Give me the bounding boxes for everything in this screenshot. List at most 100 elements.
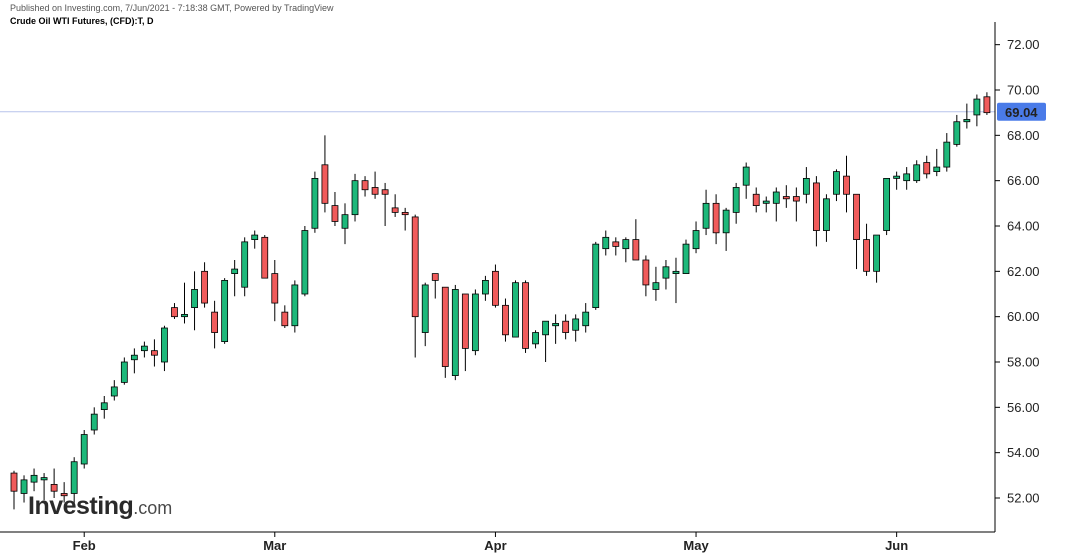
x-tick-label: May xyxy=(683,538,709,553)
x-tick-label: Mar xyxy=(263,538,286,553)
candle xyxy=(251,230,259,249)
candle-body-up xyxy=(140,345,148,352)
candle-body-down xyxy=(983,96,991,114)
candle xyxy=(391,194,399,217)
candle-body-up xyxy=(341,214,349,229)
candle-body-up xyxy=(80,434,88,465)
candle xyxy=(552,314,560,344)
candle xyxy=(823,194,830,242)
candle xyxy=(341,203,349,245)
candle-body-up xyxy=(471,293,479,352)
candle xyxy=(873,234,880,283)
candle-body-up xyxy=(241,241,249,288)
candle xyxy=(622,237,630,263)
candle xyxy=(732,182,740,224)
candle-body-up xyxy=(732,187,740,213)
candle-body-up xyxy=(903,173,911,182)
candle xyxy=(742,162,750,199)
candle xyxy=(903,167,911,190)
candle-body-up xyxy=(742,166,750,186)
candle xyxy=(130,348,138,374)
candle-body-down xyxy=(853,193,860,240)
y-tick-label: 54.00 xyxy=(1007,445,1040,460)
candle xyxy=(331,192,339,226)
y-axis-ticks: 72.00 70.00 68.00 66.00 64.00 62.00 60.00 58.00… xyxy=(995,37,1040,506)
candle-body-up xyxy=(311,177,319,229)
candle-body-down xyxy=(752,193,760,206)
candle-body-up xyxy=(883,177,891,231)
candle-body-down xyxy=(261,236,269,279)
candle-body-up xyxy=(351,180,359,216)
candle xyxy=(512,280,519,338)
candle xyxy=(60,482,68,503)
candle-body-up xyxy=(893,175,901,179)
x-tick-label: Feb xyxy=(73,538,96,553)
candle-body-up xyxy=(552,323,560,327)
y-tick-label: 70.00 xyxy=(1007,83,1040,98)
candle xyxy=(712,194,720,245)
candle-body-down xyxy=(843,175,850,195)
candle xyxy=(411,214,419,358)
candle-body-up xyxy=(672,270,680,275)
candle xyxy=(40,473,48,501)
y-tick-label: 56.00 xyxy=(1007,400,1040,415)
candle-body-up xyxy=(692,230,700,250)
candle xyxy=(201,262,208,308)
candle-body-up xyxy=(933,166,941,172)
candle xyxy=(923,155,931,179)
candle-body-up xyxy=(191,289,198,309)
candle xyxy=(231,260,239,297)
candle-body-down xyxy=(441,286,449,367)
candle xyxy=(471,289,479,356)
candle-body-up xyxy=(251,234,259,240)
candle xyxy=(853,193,860,270)
y-tick-label: 62.00 xyxy=(1007,264,1040,279)
candle xyxy=(181,282,188,324)
candle xyxy=(963,103,971,129)
candle-body-up xyxy=(110,386,118,397)
candle xyxy=(30,468,38,492)
candle xyxy=(973,94,981,127)
candle-body-up xyxy=(823,198,830,231)
candle xyxy=(612,237,620,256)
candle xyxy=(311,171,319,233)
candle-body-down xyxy=(813,182,820,231)
candle-body-up xyxy=(572,318,580,331)
candle xyxy=(702,189,710,236)
candle-body-up xyxy=(873,234,880,272)
candle xyxy=(542,320,549,362)
candle-body-down xyxy=(923,162,931,175)
candle xyxy=(451,284,459,381)
candle-body-up xyxy=(40,477,48,481)
candle-body-up xyxy=(542,320,549,336)
candle-body-up xyxy=(512,282,519,338)
candle-body-up xyxy=(762,200,770,204)
candle xyxy=(50,468,58,498)
candle-body-down xyxy=(782,196,790,200)
candle-body-up xyxy=(662,266,670,279)
candle xyxy=(441,286,449,378)
candle-body-down xyxy=(401,211,409,216)
y-tick-label: 72.00 xyxy=(1007,37,1040,52)
candle-body-up xyxy=(70,461,78,494)
candle-body-up xyxy=(532,332,539,345)
candle xyxy=(943,133,951,172)
candle-body-down xyxy=(492,270,499,306)
candle-body-up xyxy=(130,354,138,361)
candle-body-up xyxy=(231,268,239,275)
candle xyxy=(100,396,108,419)
candle-body-up xyxy=(953,121,961,145)
candle-body-down xyxy=(271,273,279,304)
candle xyxy=(863,223,870,276)
candle xyxy=(191,271,198,331)
y-tick-label: 52.00 xyxy=(1007,491,1040,506)
last-price-badge-label: 69.04 xyxy=(1005,105,1038,120)
candle-body-down xyxy=(431,273,439,281)
candle xyxy=(291,280,299,333)
candle xyxy=(271,260,279,322)
candle-body-up xyxy=(702,202,710,229)
candle-body-up xyxy=(20,479,28,494)
candles-group xyxy=(10,92,991,510)
candle xyxy=(20,475,28,503)
candle-body-down xyxy=(321,164,329,204)
